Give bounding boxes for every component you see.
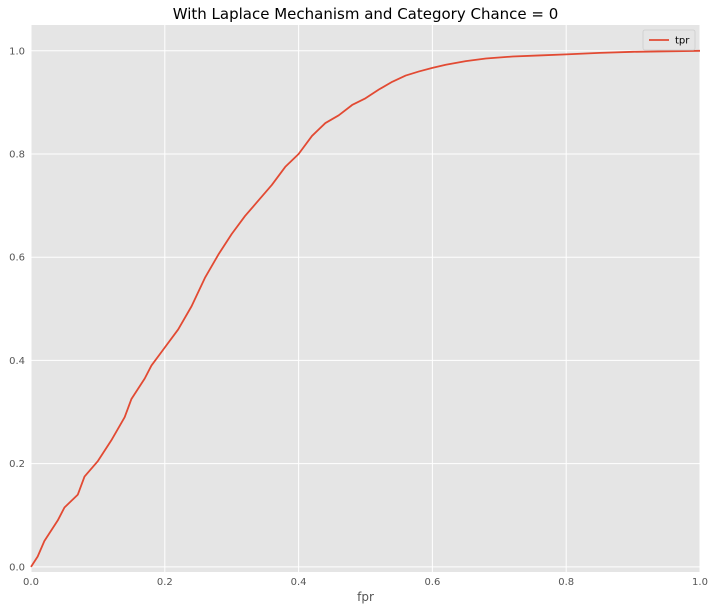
grid — [30, 25, 701, 572]
y-tick-label: 0.8 — [9, 150, 25, 161]
y-tick-label: 0.0 — [9, 562, 25, 573]
x-tick-label: 0.8 — [558, 577, 574, 588]
y-tick-label: 0.4 — [9, 356, 25, 367]
x-axis: 0.0 0.2 0.4 0.6 0.8 1.0 — [23, 577, 708, 588]
chart-title: With Laplace Mechanism and Category Chan… — [173, 5, 559, 23]
series-lines — [30, 49, 701, 568]
y-axis: 0.0 0.2 0.4 0.6 0.8 1.0 — [9, 46, 25, 573]
legend-label-tpr: tpr — [675, 36, 690, 47]
x-tick-label: 0.2 — [157, 577, 173, 588]
x-axis-label: fpr — [357, 590, 374, 604]
y-tick-label: 0.6 — [9, 253, 25, 264]
x-tick-label: 0.4 — [291, 577, 307, 588]
plot-area — [31, 25, 700, 572]
x-tick-label: 0.0 — [23, 577, 39, 588]
x-tick-label: 0.6 — [424, 577, 440, 588]
series-line-tpr — [30, 49, 701, 568]
y-tick-label: 0.2 — [9, 459, 25, 470]
legend: tpr — [642, 29, 696, 51]
x-tick-label: 1.0 — [692, 577, 708, 588]
y-tick-label: 1.0 — [9, 46, 25, 57]
